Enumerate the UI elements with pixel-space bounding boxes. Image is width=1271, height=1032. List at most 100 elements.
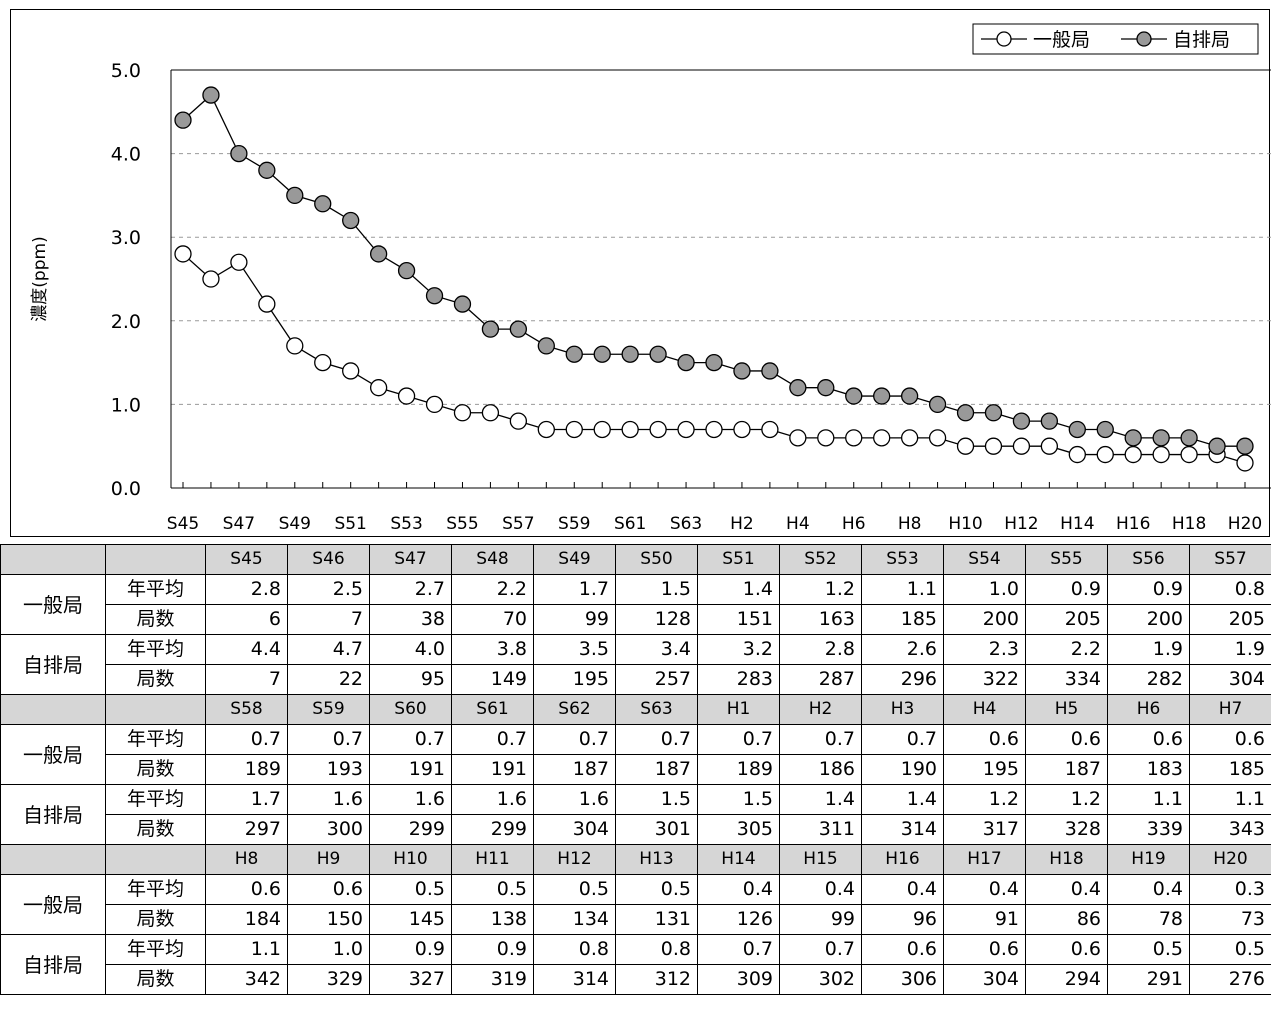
- value-cell: 2.8: [205, 574, 288, 605]
- value-cell: 0.5: [1189, 934, 1271, 965]
- series-1-point: [369, 379, 388, 397]
- value-cell: 91: [943, 904, 1026, 935]
- value-cell: 131: [615, 904, 698, 935]
- year-header-cell: H18: [1025, 844, 1108, 875]
- series-2-point: [453, 295, 472, 313]
- value-cell: 150: [287, 904, 370, 935]
- series-1-point: [817, 429, 835, 447]
- value-cell: 0.7: [697, 724, 780, 755]
- series-2-point: [733, 362, 751, 380]
- value-cell: 193: [287, 754, 370, 785]
- value-cell: 99: [533, 604, 616, 635]
- year-header-cell: S54: [943, 544, 1026, 575]
- x-tick-label: H18: [1172, 514, 1206, 534]
- year-header-cell: S52: [779, 544, 862, 575]
- y-tick-label: 5.0: [111, 60, 141, 82]
- value-cell: 1.5: [615, 784, 698, 815]
- value-cell: 96: [861, 904, 944, 935]
- year-header-cell: S59: [287, 694, 370, 725]
- year-header-cell: S62: [533, 694, 616, 725]
- value-cell: 38: [369, 604, 452, 635]
- series-1-point: [453, 404, 472, 422]
- year-header-cell: S63: [615, 694, 698, 725]
- series-1-point: [1152, 445, 1170, 464]
- value-cell: 1.2: [943, 784, 1026, 815]
- series-2-point: [258, 161, 276, 179]
- value-cell: 1.1: [1189, 784, 1271, 815]
- table-row: 局数 342 329 327 319 314 312 309 302 306 304 294 291 27…: [1, 964, 1271, 995]
- x-tick-label: H4: [786, 514, 810, 534]
- metric-label: 局数: [105, 604, 206, 635]
- value-cell: 73: [1189, 904, 1271, 935]
- value-cell: 2.7: [369, 574, 452, 605]
- series-line-2: [182, 94, 1245, 447]
- metric-label: 年平均: [105, 874, 206, 905]
- year-header-cell: S57: [1189, 544, 1271, 575]
- table-row: 自排局 年平均 1.7 1.6 1.6 1.6 1.6 1.5 1.5 1.4 1.4 1.2 1.2 1…: [0, 784, 1271, 845]
- x-tick-label: S63: [670, 514, 702, 534]
- value-cell: 2.2: [451, 574, 534, 605]
- table-header-row: S58 S59 S60 S61 S62 S63 H1 H2 H3 H4 H5 H6 H7: [0, 694, 1271, 725]
- year-header-cell: S56: [1107, 544, 1190, 575]
- x-tick-label: H12: [1004, 514, 1038, 534]
- value-cell: 0.5: [615, 874, 698, 905]
- x-tick-label: S57: [502, 514, 534, 534]
- value-cell: 149: [451, 664, 534, 695]
- chart-frame: 0.0 1.0 2.0 3.0 4.0 5.0 S45 S47 S49 S51 S53 S55 S57 S…: [10, 9, 1271, 537]
- value-cell: 0.8: [533, 934, 616, 965]
- value-cell: 304: [533, 814, 616, 845]
- series-2-point: [593, 345, 611, 363]
- legend-label: 一般局: [1033, 29, 1090, 51]
- series-1-point: [230, 253, 248, 271]
- value-cell: 327: [369, 964, 452, 995]
- metric-label: 局数: [105, 664, 206, 695]
- year-header-cell: S61: [451, 694, 534, 725]
- value-cell: 311: [779, 814, 862, 845]
- series-1-point: [509, 412, 528, 430]
- value-cell: 183: [1107, 754, 1190, 785]
- value-cell: 0.6: [1107, 724, 1190, 755]
- value-cell: 0.7: [861, 724, 944, 755]
- value-cell: 343: [1189, 814, 1271, 845]
- series-2-point: [1012, 412, 1031, 430]
- series-1-point: [481, 404, 500, 422]
- series-1-point: [928, 429, 947, 447]
- value-cell: 138: [451, 904, 534, 935]
- series-2-point: [1124, 429, 1142, 447]
- metric-label: 年平均: [105, 634, 206, 665]
- value-cell: 3.2: [697, 634, 780, 665]
- value-cell: 0.4: [697, 874, 780, 905]
- series-2-point: [621, 345, 639, 363]
- series-1-point: [845, 429, 863, 447]
- value-cell: 339: [1107, 814, 1190, 845]
- value-cell: 301: [615, 814, 698, 845]
- year-header-cell: S46: [287, 544, 370, 575]
- value-cell: 1.1: [1107, 784, 1190, 815]
- x-tick-label: H14: [1060, 514, 1094, 534]
- series-2-point: [817, 379, 835, 397]
- value-cell: 187: [1025, 754, 1108, 785]
- series-2-point: [509, 320, 528, 338]
- value-cell: 7: [205, 664, 288, 695]
- station-group-label: 自排局: [0, 934, 106, 995]
- series-2-point: [789, 379, 807, 397]
- year-header-cell: H7: [1189, 694, 1271, 725]
- year-header-cell: S58: [205, 694, 288, 725]
- x-tick-label: S55: [446, 514, 478, 534]
- value-cell: 314: [533, 964, 616, 995]
- table-header-row: H8 H9 H10 H11 H12 H13 H14 H15 H16 H17 H18 H19 H20: [0, 844, 1271, 875]
- series-2-point: [1040, 412, 1059, 430]
- value-cell: 300: [287, 814, 370, 845]
- value-cell: 287: [779, 664, 862, 695]
- series-1-point: [956, 437, 975, 455]
- value-cell: 163: [779, 604, 862, 635]
- year-header-cell: H15: [779, 844, 862, 875]
- value-cell: 2.5: [287, 574, 370, 605]
- series-2-point: [845, 387, 863, 405]
- value-cell: 0.5: [369, 874, 452, 905]
- value-cell: 195: [533, 664, 616, 695]
- year-header-cell: H13: [615, 844, 698, 875]
- x-tick-label: S53: [390, 514, 422, 534]
- series-1-point: [286, 337, 304, 355]
- value-cell: 2.8: [779, 634, 862, 665]
